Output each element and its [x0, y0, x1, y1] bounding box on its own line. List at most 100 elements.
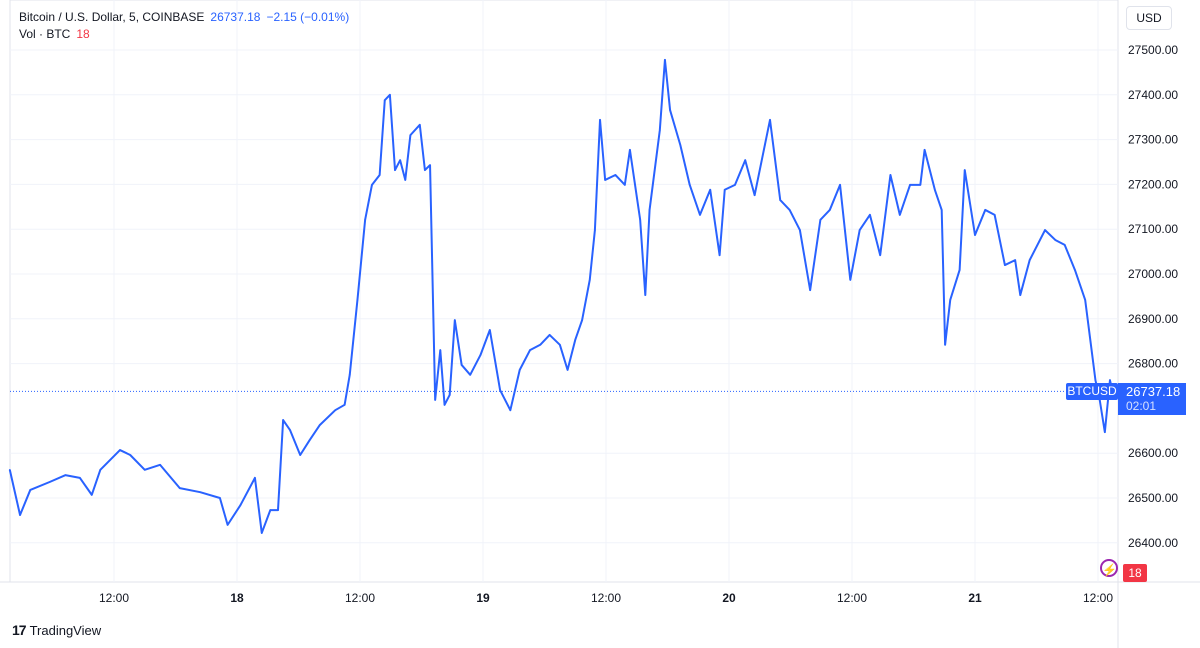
price-point [849, 279, 852, 281]
price-point [49, 481, 51, 483]
y-tick-label: 26400.00 [1128, 536, 1178, 550]
price-point [688, 184, 691, 186]
price-point [383, 99, 386, 101]
price-point [226, 524, 229, 526]
price-point [299, 454, 302, 456]
price-point [659, 129, 661, 131]
price-point [744, 159, 747, 162]
price-point [260, 532, 263, 534]
price-point [889, 174, 892, 176]
price-point [819, 218, 822, 221]
price-point [718, 254, 721, 256]
logo-text: TradingView [29, 622, 102, 638]
price-point [439, 349, 442, 351]
price-point [364, 218, 366, 221]
price-point [858, 229, 861, 231]
price-point [993, 214, 996, 216]
x-tick-label: 12:00 [591, 591, 621, 605]
symbol-price-tag: BTCUSD [1066, 383, 1118, 400]
price-point [869, 214, 871, 216]
price-point [1004, 264, 1006, 266]
price-point [489, 329, 491, 331]
price-point [764, 144, 766, 146]
price-point [399, 159, 401, 162]
x-tick-label: 12:00 [1083, 591, 1113, 605]
lightning-icon[interactable]: ⚡ [1100, 559, 1118, 577]
symbol-title[interactable]: Bitcoin / U.S. Dollar, 5, COINBASE [19, 10, 205, 24]
y-tick-label: 26600.00 [1128, 446, 1178, 460]
tv-logo-icon: 17 [12, 622, 27, 638]
price-line [8, 58, 1114, 534]
price-point [639, 218, 641, 221]
price-point [1074, 269, 1076, 271]
price-point [143, 468, 146, 471]
price-point [923, 149, 926, 151]
price-point [469, 374, 471, 376]
price-point [958, 269, 961, 271]
volume-axis-tag: 18 [1123, 564, 1147, 582]
price-point [371, 184, 373, 186]
price-point [479, 354, 482, 356]
y-tick-label: 26900.00 [1128, 312, 1178, 326]
price-point [574, 339, 577, 341]
price-point [699, 214, 701, 216]
price-point [581, 319, 583, 321]
price-point [219, 497, 221, 499]
price-point [460, 364, 463, 366]
price-point [90, 494, 93, 496]
price-point [629, 149, 631, 151]
x-tick-label: 12:00 [99, 591, 129, 605]
price-point [1104, 431, 1106, 433]
price-point [64, 474, 67, 476]
price-point [594, 229, 596, 231]
price-point [454, 319, 456, 321]
price-point [254, 477, 256, 479]
price-point [1044, 229, 1046, 231]
plot-frame [9, 0, 1119, 583]
price-point [934, 188, 936, 191]
price-point [1014, 259, 1016, 261]
current-price: 26737.18 [1126, 384, 1181, 399]
price-point [769, 119, 771, 121]
price-point [614, 174, 617, 176]
price-point [443, 404, 446, 406]
price-point [404, 179, 407, 181]
tradingview-logo[interactable]: 17 TradingView [12, 622, 101, 638]
price-point [664, 59, 666, 61]
price-change: −2.15 (−0.01%) [266, 10, 350, 24]
price-point [8, 468, 11, 471]
volume-value: 18 [76, 27, 90, 41]
price-point [588, 279, 591, 281]
x-tick-label: 12:00 [837, 591, 867, 605]
y-tick-label: 26800.00 [1128, 357, 1178, 371]
price-point [963, 169, 966, 171]
price-point [809, 289, 811, 291]
price-point [669, 109, 671, 111]
price-point [79, 477, 81, 479]
price-point [334, 409, 337, 411]
price-point [623, 184, 626, 186]
price-point [984, 209, 987, 211]
price-point [734, 184, 736, 186]
volume-label[interactable]: Vol · BTC [19, 27, 71, 41]
price-point [282, 419, 284, 421]
price-point [434, 399, 436, 401]
price-point [599, 119, 601, 121]
price-point [378, 174, 381, 176]
price-point [644, 294, 647, 296]
price-point [1109, 379, 1111, 381]
price-point [1084, 299, 1086, 301]
y-tick-label: 26500.00 [1128, 491, 1178, 505]
currency-button[interactable]: USD [1126, 6, 1172, 30]
price-point [974, 234, 976, 236]
price-point [308, 439, 311, 442]
price-point [269, 509, 272, 511]
price-point [178, 487, 181, 489]
price-point [909, 184, 911, 186]
price-point [940, 209, 943, 211]
price-point [648, 209, 651, 211]
price-point [319, 424, 321, 426]
x-tick-label: 18 [230, 591, 244, 605]
price-point [944, 343, 946, 346]
